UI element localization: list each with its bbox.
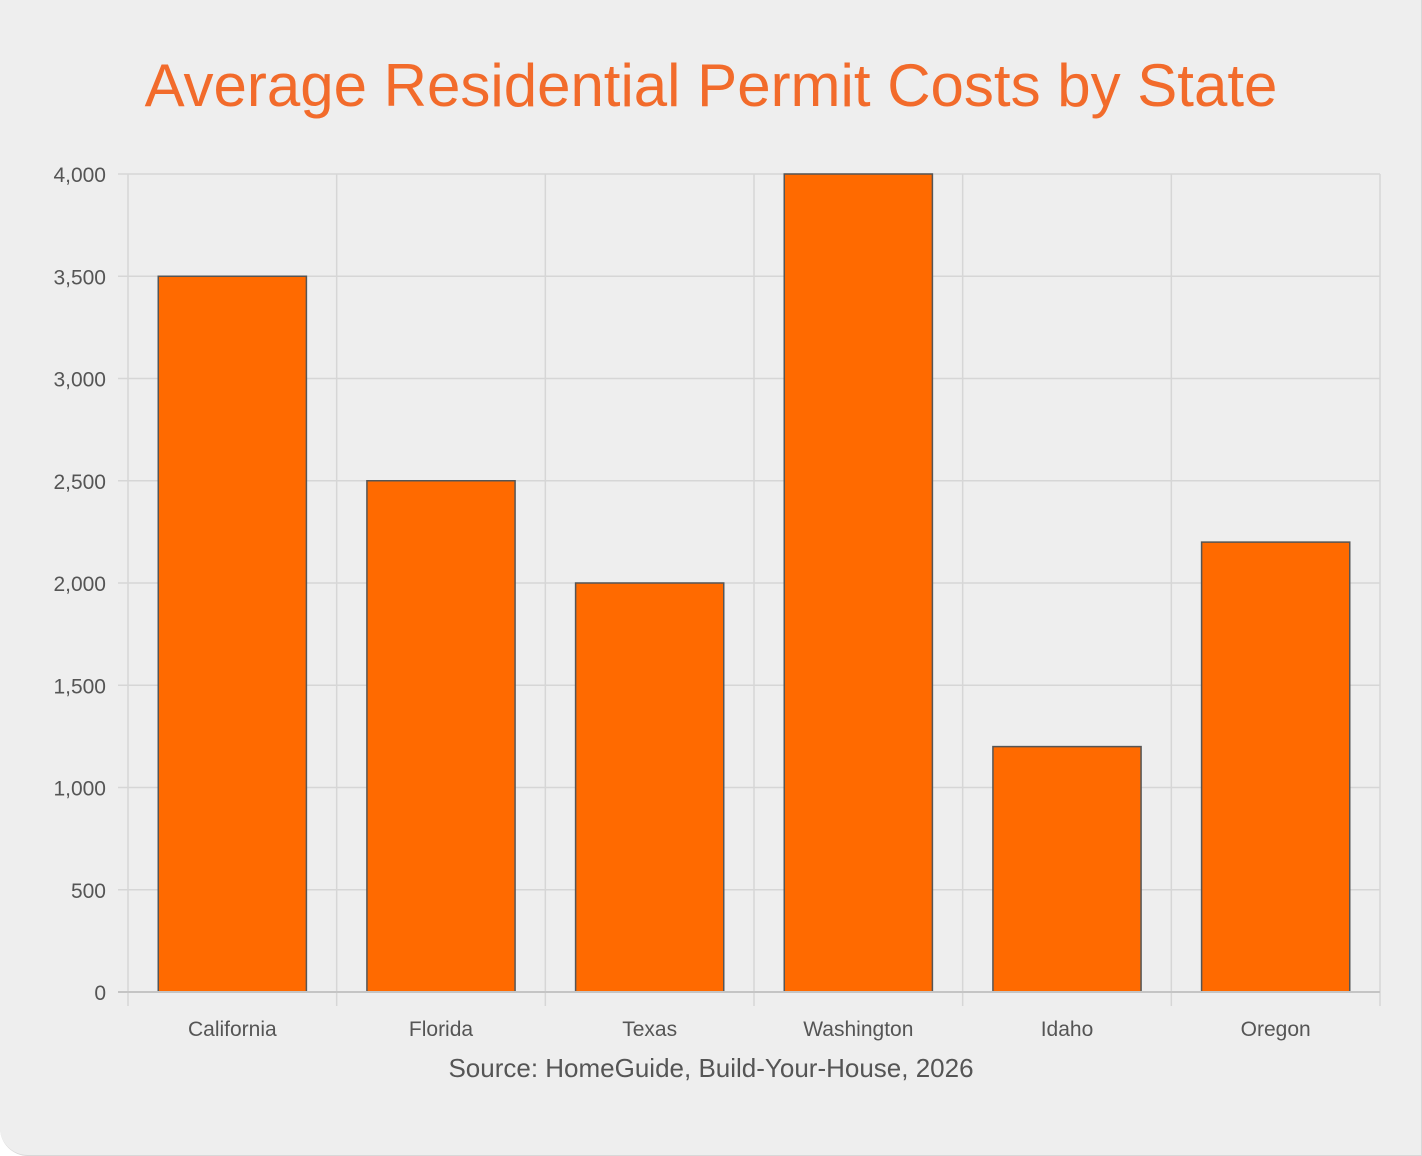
y-tick-label: 3,000	[53, 369, 106, 392]
x-tick-label: Oregon	[1241, 1018, 1311, 1041]
chart-source-note: Source: HomeGuide, Build-Your-House, 202…	[448, 1053, 974, 1083]
bar	[366, 480, 516, 993]
bar	[992, 745, 1142, 993]
chart-title: Average Residential Permit Costs by Stat…	[144, 52, 1278, 119]
x-tick-label: California	[188, 1018, 277, 1041]
y-tick-label: 0	[94, 982, 106, 1005]
y-tick-label: 4,000	[53, 164, 106, 187]
y-tick-label: 2,500	[53, 471, 106, 494]
bar	[157, 275, 308, 993]
y-tick-label: 2,000	[53, 573, 106, 596]
y-tick-label: 1,000	[53, 778, 106, 801]
y-tick-label: 3,500	[53, 266, 106, 289]
y-tick-label: 1,500	[53, 675, 106, 698]
x-tick-label: Texas	[622, 1018, 677, 1041]
bar	[574, 582, 725, 993]
x-tick-label: Florida	[409, 1018, 474, 1041]
x-tick-label: Washington	[803, 1018, 913, 1041]
bar	[783, 173, 934, 993]
y-tick-label: 500	[71, 880, 106, 903]
bar	[1200, 541, 1351, 993]
x-tick-label: Idaho	[1041, 1018, 1094, 1041]
